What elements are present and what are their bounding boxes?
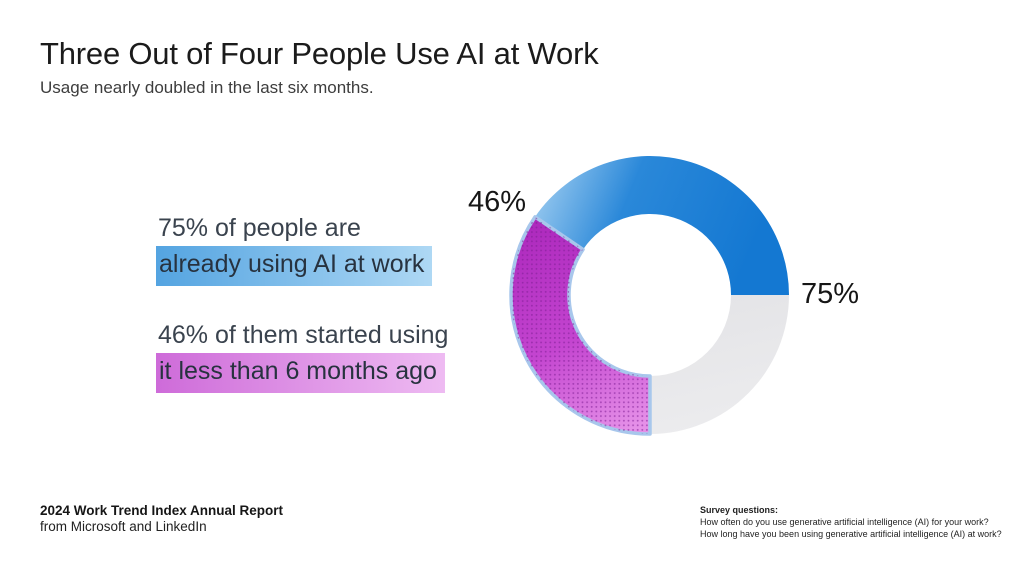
stat-75-highlight: already using AI at work <box>156 246 433 286</box>
stat-46-highlight: it less than 6 months ago <box>156 353 445 393</box>
donut-slice-using-ai <box>535 156 789 295</box>
survey-questions: Survey questions: How often do you use g… <box>700 504 1020 540</box>
donut-label-75: 75% <box>801 278 860 310</box>
stat-75-block: 75% of people are already using AI at wo… <box>156 211 433 286</box>
donut-slice-recent-users-texture <box>511 216 650 434</box>
stat-46-block: 46% of them started using it less than 6… <box>156 318 448 393</box>
page-title: Three Out of Four People Use AI at Work <box>40 36 599 71</box>
report-title: 2024 Work Trend Index Annual Report <box>40 503 284 518</box>
report-attribution: 2024 Work Trend Index Annual Report from… <box>40 503 283 535</box>
survey-questions-heading: Survey questions: <box>700 505 779 515</box>
stat-75-lead: 75% of people are <box>158 214 361 242</box>
donut-label-46: 46% <box>468 186 527 218</box>
survey-question-1: How often do you use generative artifici… <box>700 517 989 527</box>
stat-46-highlight-row: it less than 6 months ago <box>156 353 448 393</box>
donut-chart-svg <box>509 156 789 436</box>
report-source: from Microsoft and LinkedIn <box>40 519 207 534</box>
donut-slice-remainder <box>650 295 789 434</box>
survey-question-2: How long have you been using generative … <box>700 529 1002 539</box>
stat-75-highlight-row: already using AI at work <box>156 246 433 286</box>
donut-chart <box>503 148 797 442</box>
page-subtitle: Usage nearly doubled in the last six mon… <box>40 78 374 97</box>
stat-46-lead: 46% of them started using <box>158 321 449 349</box>
